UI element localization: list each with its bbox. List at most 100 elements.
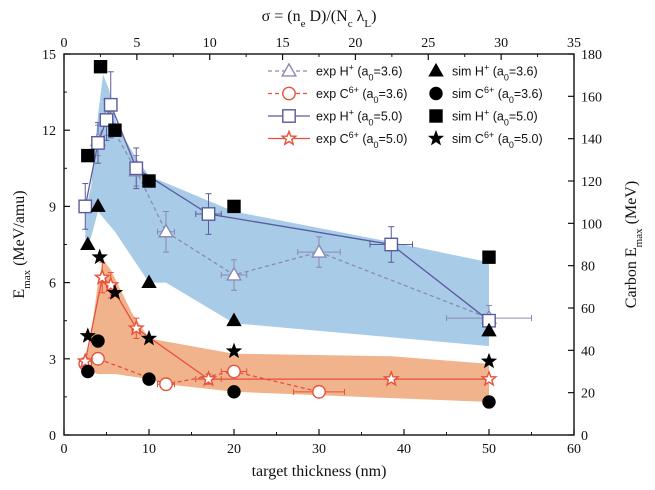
series-4-point — [226, 312, 242, 327]
top-tick-label: 20 — [348, 36, 362, 51]
series-2-point — [384, 237, 399, 252]
series-2-point — [99, 113, 114, 127]
series-3-point — [76, 352, 94, 369]
top-axis-title: σ = (ne D)/(Nc λL) — [262, 8, 377, 30]
right-tick-label: 60 — [581, 302, 595, 317]
series-7-point — [480, 352, 498, 369]
series-3-point — [382, 369, 400, 387]
series-1-point — [227, 364, 241, 379]
series-1-point — [159, 377, 173, 392]
right-tick-label: 120 — [581, 175, 602, 190]
series-7-point — [140, 329, 158, 346]
bands-layer — [85, 74, 490, 402]
legend: exp H+ (a0=3.6)exp C6+ (a0=3.6) exp H+ (a… — [268, 62, 543, 150]
markers-layer — [76, 60, 498, 409]
y-tick-label: 3 — [49, 353, 56, 368]
series-7-point — [91, 248, 108, 265]
series-3-point — [127, 319, 145, 336]
series-3-point — [102, 275, 120, 293]
legend-marker — [282, 86, 296, 101]
series-0-point — [310, 243, 328, 258]
x-tick-label: 10 — [142, 442, 156, 457]
legend-label: sim H+ (a0=5.0) — [452, 108, 538, 128]
top-tick-label: 30 — [494, 36, 508, 51]
series-5-point — [482, 395, 496, 409]
series-4-point — [80, 236, 96, 250]
series-2-point — [91, 135, 105, 150]
top-tick-label: 0 — [61, 36, 68, 51]
legend-marker — [428, 62, 444, 77]
right-tick-label: 140 — [581, 133, 602, 148]
x-tick-label: 20 — [227, 442, 241, 457]
axes-layer: 0 10 20 30 40 50 600 5 10 15 20 25 30 350369121502040… — [11, 8, 645, 480]
right-tick-label: 40 — [581, 344, 595, 359]
series-5-point — [142, 372, 156, 386]
legend-label: sim H+ (a0=3.6) — [452, 63, 538, 83]
legend-marker — [280, 62, 298, 77]
legend-item: sim C6+ (a0=3.6) — [429, 85, 543, 105]
legend-item: sim H+ (a0=3.6) — [428, 62, 538, 83]
series-1-point — [312, 384, 326, 399]
legend-label: exp C6+ (a0=5.0) — [316, 130, 407, 150]
series-6-point — [142, 174, 156, 188]
legend-item: exp H+ (a0=3.6) — [268, 62, 402, 83]
right-tick-label: 100 — [581, 217, 602, 232]
y-tick-label: 9 — [49, 200, 56, 215]
series-6-point — [93, 60, 108, 74]
series-6-point — [108, 123, 122, 137]
series-2-point — [103, 97, 118, 112]
legend-marker — [427, 129, 445, 146]
series-2-point — [201, 207, 216, 221]
legend-marker — [429, 109, 443, 123]
series-2-point — [78, 199, 93, 214]
right-tick-label: 20 — [581, 387, 595, 402]
series-7-point — [106, 284, 124, 300]
right-axis-title: Carbon Emax (MeV) — [623, 181, 645, 308]
series-6-point — [227, 199, 241, 214]
x-tick-label: 40 — [397, 442, 411, 457]
series-4-point — [90, 198, 106, 212]
series-5-point — [91, 334, 105, 348]
top-tick-label: 5 — [133, 36, 140, 51]
y-tick-label: 6 — [49, 277, 56, 292]
top-tick-label: 25 — [421, 36, 435, 51]
series-5-point — [227, 385, 241, 399]
series-7-point — [225, 342, 243, 359]
series-3-point — [93, 268, 111, 285]
legend-label: sim C6+ (a0=3.6) — [452, 85, 543, 105]
series-6-point — [81, 148, 95, 163]
series-3-point — [199, 369, 218, 387]
right-tick-label: 160 — [581, 90, 602, 105]
y-axis-title: Emax (MeV/amu) — [11, 190, 33, 298]
series-5-point — [81, 364, 95, 379]
legend-label: exp C6+ (a0=3.6) — [316, 85, 407, 105]
legend-item: sim H+ (a0=5.0) — [429, 108, 538, 128]
x-tick-label: 60 — [567, 442, 581, 457]
x-tick-label: 0 — [61, 442, 68, 457]
y-tick-label: 0 — [49, 429, 56, 444]
legend-item: exp C6+ (a0=3.6) — [268, 85, 407, 105]
series-4-point — [481, 322, 497, 337]
proton-band — [85, 74, 490, 347]
right-tick-label: 80 — [581, 260, 595, 275]
legend-marker — [282, 109, 296, 123]
y-tick-label: 15 — [42, 48, 56, 63]
right-tick-label: 0 — [581, 429, 588, 444]
legend-label: exp H+ (a0=5.0) — [316, 108, 402, 128]
x-axis-title: target thickness (nm) — [252, 463, 387, 480]
right-tick-label: 180 — [581, 48, 602, 63]
x-tick-label: 30 — [312, 442, 326, 457]
top-tick-label: 35 — [567, 36, 581, 51]
legend-label: exp H+ (a0=3.6) — [316, 63, 402, 83]
y-tick-label: 12 — [42, 124, 56, 139]
series-0-point — [157, 223, 175, 238]
series-0-point — [225, 266, 243, 281]
legend-marker — [429, 86, 443, 101]
top-tick-label: 10 — [203, 36, 217, 51]
legend-item: sim C6+ (a0=5.0) — [427, 129, 543, 150]
legend-item: exp C6+ (a0=5.0) — [268, 129, 407, 150]
series-2-point — [129, 161, 144, 176]
legend-item: exp H+ (a0=5.0) — [268, 108, 402, 128]
series-1-point — [91, 351, 105, 366]
carbon-band — [85, 259, 490, 402]
